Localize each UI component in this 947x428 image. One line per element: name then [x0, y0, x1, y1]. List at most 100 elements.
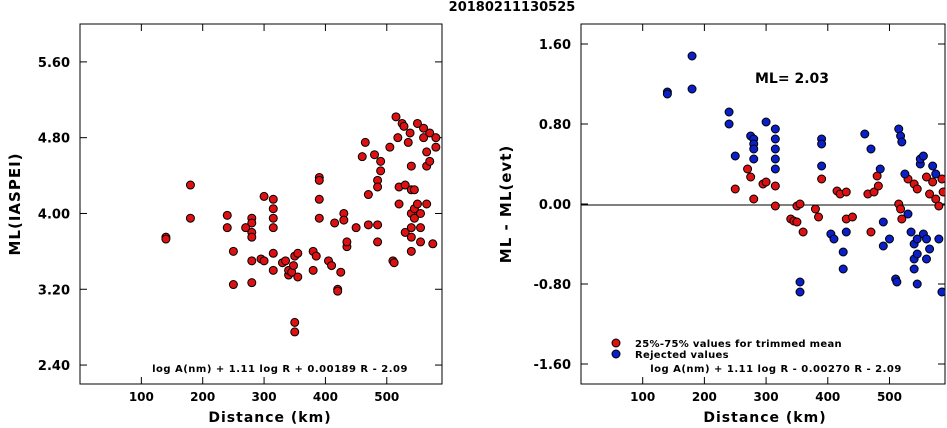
data-point	[817, 174, 827, 184]
data-point	[416, 208, 426, 218]
plot-frame-left	[79, 23, 443, 385]
data-point	[431, 142, 441, 152]
data-point	[419, 133, 429, 143]
data-point	[385, 142, 395, 152]
x-tick-label: 200	[692, 390, 717, 404]
data-point	[406, 161, 416, 171]
data-point	[412, 199, 422, 209]
data-point	[937, 174, 945, 184]
data-point	[393, 133, 403, 143]
x-tick-label: 500	[374, 390, 399, 404]
data-point	[875, 164, 885, 174]
data-point	[866, 227, 876, 237]
data-point	[308, 265, 318, 275]
data-point	[662, 89, 672, 99]
legend-marker-rejected	[611, 349, 621, 359]
x-tick-label: 100	[129, 390, 154, 404]
data-point	[228, 280, 238, 290]
points-left	[161, 112, 441, 337]
data-point	[333, 286, 343, 296]
data-point	[376, 156, 386, 166]
data-point	[814, 212, 824, 222]
data-point	[866, 144, 876, 154]
x-tick-label: 500	[877, 390, 902, 404]
data-point	[810, 204, 820, 214]
data-point	[389, 258, 399, 268]
data-point	[687, 84, 697, 94]
data-point	[838, 247, 848, 257]
y-ticks-right: -1.60 -0.80 0.00 0.80 1.60	[534, 38, 945, 373]
data-point	[912, 249, 922, 259]
data-point	[795, 287, 805, 297]
data-point	[795, 199, 805, 209]
data-point	[268, 223, 278, 233]
data-point	[938, 187, 945, 197]
y-tick-label: 1.60	[539, 38, 571, 53]
y-axis-label-right: ML - ML(evt)	[497, 145, 515, 263]
legend: 25%-75% values for trimmed mean Rejected…	[611, 338, 842, 361]
data-point	[293, 272, 303, 282]
data-point	[241, 223, 251, 233]
data-point	[330, 218, 340, 228]
data-point	[425, 128, 435, 138]
figure-title: 20180211130525	[449, 0, 576, 15]
data-point	[918, 151, 928, 161]
data-point	[268, 204, 278, 214]
data-point	[878, 241, 888, 251]
data-point	[391, 112, 401, 122]
data-point	[422, 199, 432, 209]
data-point	[749, 144, 759, 154]
data-point	[884, 234, 894, 244]
data-point	[912, 184, 922, 194]
chart-left: 100 200 300 400 500 2.40 3.20 4.00 4.80 5.60 log…	[6, 23, 443, 426]
y-tick-label: 4.80	[38, 132, 70, 147]
data-point	[363, 190, 373, 200]
data-point	[770, 144, 780, 154]
data-point	[909, 264, 919, 274]
data-point	[925, 189, 935, 199]
y-tick-label: 0.00	[539, 198, 571, 213]
data-point	[798, 227, 808, 237]
data-point	[749, 194, 759, 204]
data-point	[290, 327, 300, 337]
data-point	[370, 150, 380, 160]
formula-right: log A(nm) + 1.11 log R - 0.00270 R - 2.0…	[650, 364, 902, 375]
data-point	[357, 152, 367, 162]
data-point	[937, 287, 945, 297]
data-point	[761, 117, 771, 127]
legend-label-trimmed: 25%-75% values for trimmed mean	[635, 339, 842, 350]
data-point	[746, 172, 756, 182]
data-point	[394, 199, 404, 209]
data-point	[730, 151, 740, 161]
x-ticks-left: 100 200 300 400 500	[129, 24, 399, 404]
data-point	[360, 137, 370, 147]
data-point	[416, 223, 426, 233]
data-point	[934, 201, 944, 211]
data-point	[770, 201, 780, 211]
x-tick-label: 200	[190, 390, 215, 404]
data-point	[405, 128, 415, 138]
legend-marker-trimmed	[611, 338, 621, 348]
data-point	[906, 227, 916, 237]
data-point	[327, 261, 337, 271]
data-point	[934, 234, 944, 244]
x-axis-label-left: Distance (km)	[208, 410, 331, 426]
data-point	[314, 213, 324, 223]
data-point	[730, 184, 740, 194]
data-point	[724, 107, 734, 117]
data-point	[247, 278, 257, 288]
x-axis-label-right: Distance (km)	[703, 410, 826, 426]
data-point	[422, 147, 432, 157]
data-point	[841, 227, 851, 237]
data-point	[373, 182, 383, 192]
data-point	[399, 121, 409, 131]
y-tick-label: 3.20	[38, 283, 70, 298]
data-point	[795, 277, 805, 287]
data-point	[896, 204, 906, 214]
data-point	[336, 267, 346, 277]
data-point	[847, 212, 857, 222]
data-point	[897, 137, 907, 147]
data-point	[416, 237, 426, 247]
data-point	[342, 237, 352, 247]
data-point	[222, 210, 232, 220]
